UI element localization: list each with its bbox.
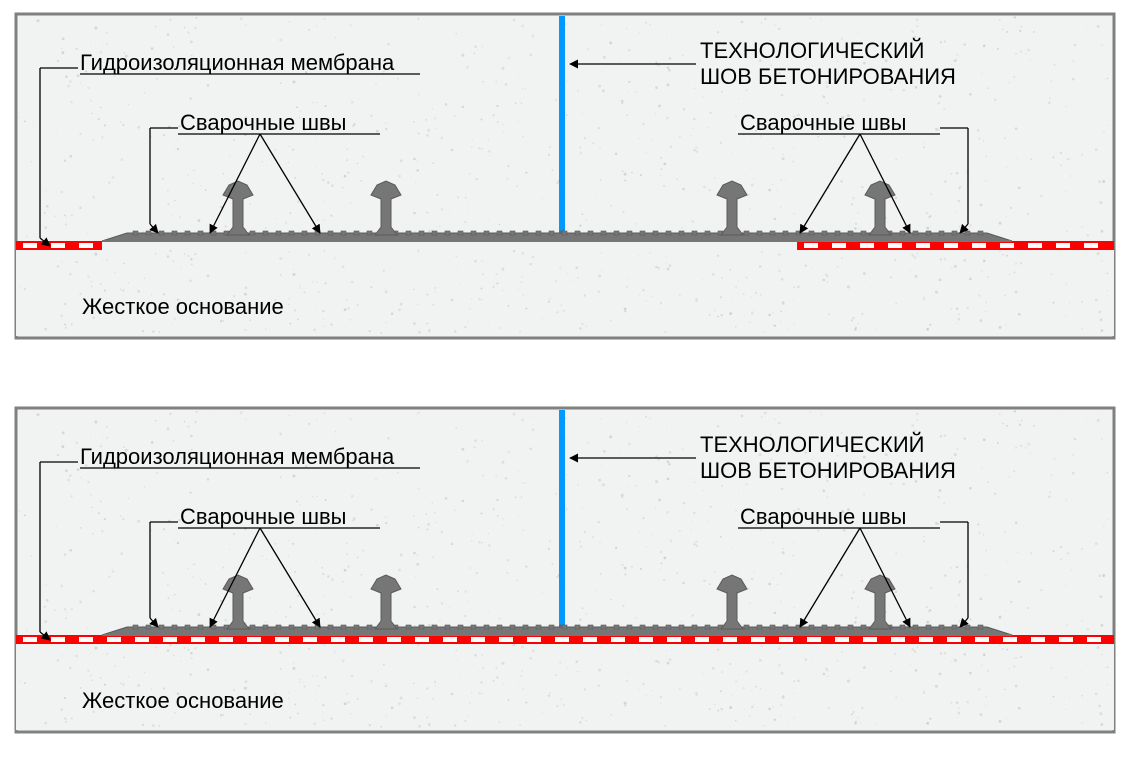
panel-2: Гидроизоляционная мембрана Сварочные швы С… bbox=[16, 408, 1114, 732]
base-label: Жесткое основание bbox=[82, 294, 284, 319]
waterproofing-membrane bbox=[16, 635, 1114, 644]
weld-label-right: Сварочные швы bbox=[740, 110, 906, 135]
base-label: Жесткое основание bbox=[82, 688, 284, 713]
membrane-label: Гидроизоляционная мембрана bbox=[80, 444, 395, 469]
joint-label-line1: ТЕХНОЛОГИЧЕСКИЙ bbox=[700, 38, 924, 63]
membrane-label: Гидроизоляционная мембрана bbox=[80, 50, 395, 75]
panel-1: Гидроизоляционная мембрана Сварочные швы С… bbox=[16, 14, 1114, 338]
joint-label-line1: ТЕХНОЛОГИЧЕСКИЙ bbox=[700, 432, 924, 457]
weld-label-left: Сварочные швы bbox=[180, 504, 346, 529]
joint-label-line2: ШОВ БЕТОНИРОВАНИЯ bbox=[700, 458, 956, 483]
rigid-base bbox=[16, 250, 1114, 336]
rigid-base bbox=[16, 644, 1114, 730]
weld-label-left: Сварочные швы bbox=[180, 110, 346, 135]
construction-joint bbox=[559, 410, 565, 635]
weld-label-right: Сварочные швы bbox=[740, 504, 906, 529]
construction-joint bbox=[559, 16, 565, 241]
joint-label-line2: ШОВ БЕТОНИРОВАНИЯ bbox=[700, 64, 956, 89]
